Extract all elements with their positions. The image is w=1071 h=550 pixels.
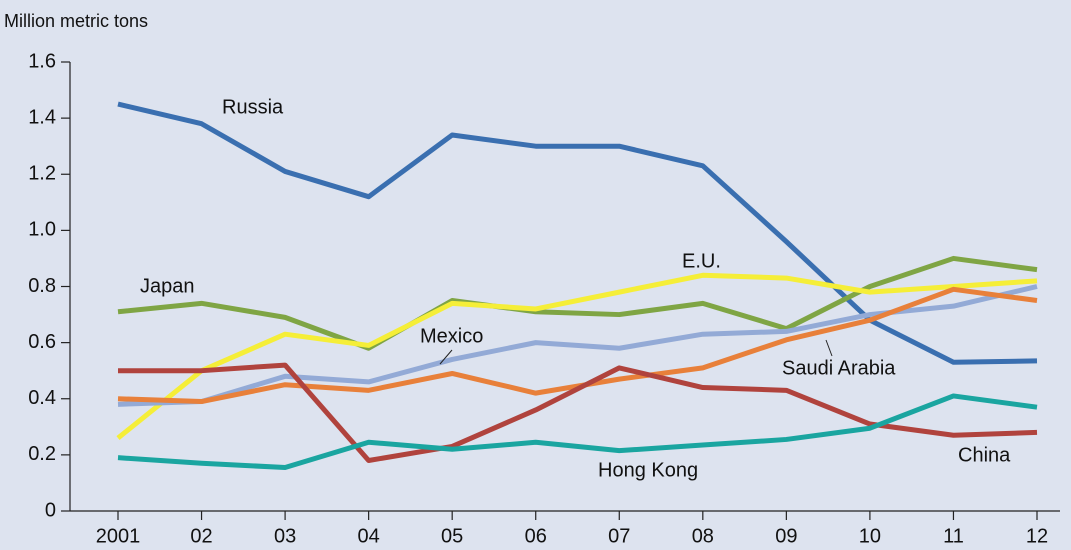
x-tick-label: 08: [692, 525, 714, 547]
series-label: Russia: [222, 96, 284, 118]
x-tick-label: 09: [775, 525, 797, 547]
x-tick-label: 04: [358, 525, 380, 547]
x-tick-label: 03: [274, 525, 296, 547]
y-tick-label: 0.4: [28, 387, 56, 409]
series-line: [118, 362, 1038, 463]
x-tick-label: 12: [1026, 525, 1048, 547]
series-label: Mexico: [420, 325, 483, 347]
leader-line: [439, 349, 453, 365]
series-label: Hong Kong: [598, 459, 698, 481]
series-line: [117, 393, 1038, 471]
series-label: E.U.: [682, 250, 721, 272]
y-tick-label: 1.2: [28, 163, 56, 185]
series-line: [117, 255, 1038, 351]
series-line: [117, 286, 1038, 405]
series-label: Japan: [140, 275, 195, 297]
y-axis-label: Million metric tons: [4, 11, 148, 31]
x-tick-label: 2001: [96, 525, 141, 547]
series-label: Saudi Arabia: [782, 357, 896, 379]
series-label: China: [958, 444, 1011, 466]
x-tick-label: 11: [943, 525, 964, 547]
series-line: [116, 272, 1038, 440]
x-tick-label: 10: [859, 525, 881, 547]
x-tick-label: 02: [190, 525, 212, 547]
leader-line: [825, 339, 833, 357]
y-tick-label: 1.6: [28, 50, 56, 72]
y-tick-label: 0: [45, 499, 56, 521]
y-tick-label: 1.0: [28, 219, 56, 241]
series-line: [117, 101, 1038, 365]
y-tick-label: 1.4: [28, 106, 56, 128]
x-tick-label: 05: [441, 525, 463, 547]
y-tick-label: 0.2: [28, 443, 56, 465]
x-tick-label: 07: [608, 525, 630, 547]
y-tick-label: 0.6: [28, 331, 56, 353]
x-tick-label: 06: [525, 525, 547, 547]
y-tick-label: 0.8: [28, 275, 56, 297]
